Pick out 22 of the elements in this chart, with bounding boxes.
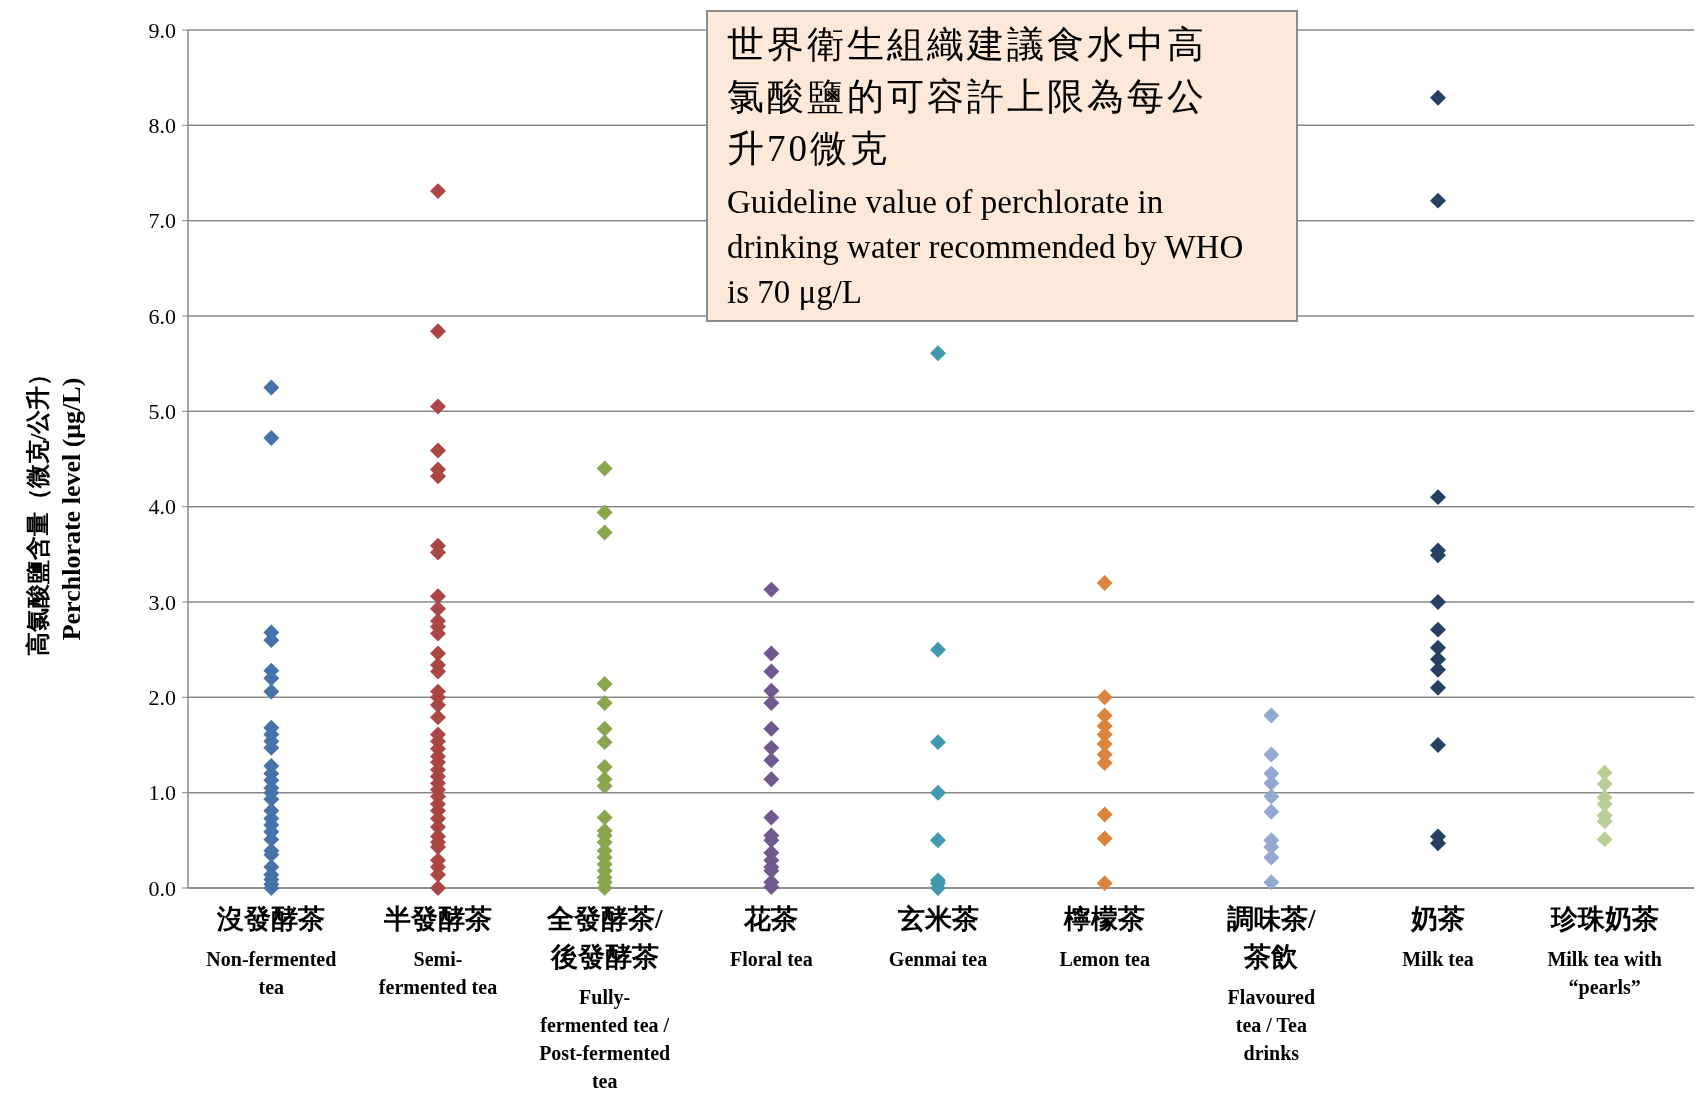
x-tick-label: 玄米茶 Genmai tea: [888, 904, 988, 970]
x-tick-label: 半發酵茶 Semi- fermented tea: [378, 904, 498, 998]
y-tick-label: 2.0: [148, 685, 176, 711]
y-tick-label: 5.0: [148, 399, 176, 425]
y-tick-label: 6.0: [148, 303, 176, 329]
annotation: Guideline value of perchlorate in drinking water recommended by WHO is 70 μg/L: [727, 184, 1244, 310]
y-tick-label: 3.0: [148, 589, 176, 615]
y-tick-label: 4.0: [148, 494, 176, 520]
x-tick-label: 沒發酵茶 Non-fermented tea: [206, 904, 337, 998]
y-tick-label: 7.0: [148, 208, 176, 234]
x-tick-label: 珍珠奶茶 Milk tea with “pearls”: [1547, 904, 1662, 999]
y-tick-label: 9.0: [148, 17, 176, 43]
x-tick-label: 奶茶 Milk tea: [1402, 904, 1474, 970]
y-tick-label: 8.0: [148, 113, 176, 139]
x-tick-label: 全發酵茶/ 後發酵茶 Fully- fermented tea / Post-fermented tea: [539, 904, 671, 1092]
x-tick-label: 檸檬茶 Lemon tea: [1059, 904, 1150, 970]
y-axis-title: 高氯酸鹽含量（微克/公升） Perchlorate level (μg/L): [24, 361, 86, 657]
x-tick-label: 調味茶/ 茶飲 Flavoured tea / Tea drinks: [1227, 904, 1317, 1064]
y-tick-label: 0.0: [148, 875, 176, 901]
y-tick-label: 1.0: [148, 780, 176, 806]
annotation: 世界衛生組織建議食水中高氯酸鹽的可容許上限為每公升70微克: [727, 24, 1207, 169]
x-tick-label: 花茶 Floral tea: [729, 904, 813, 970]
